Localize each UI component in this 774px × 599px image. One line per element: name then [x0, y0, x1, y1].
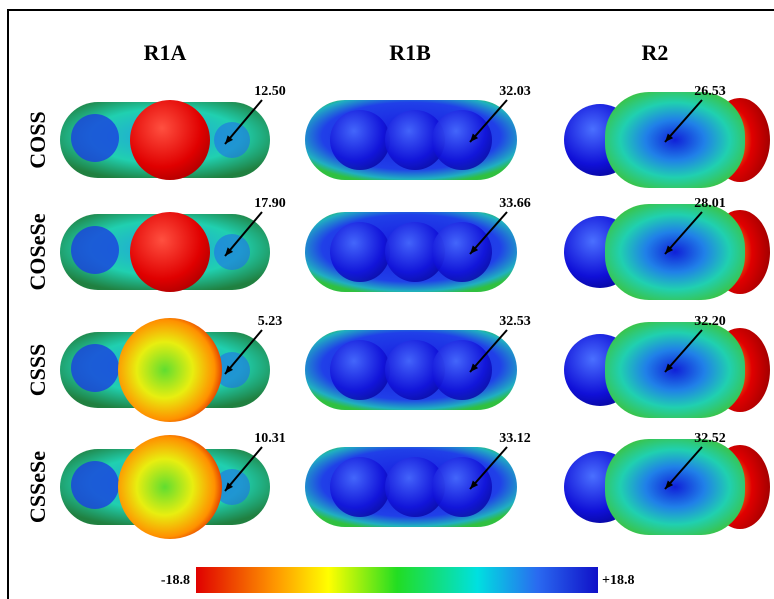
arrow-head: [665, 133, 674, 142]
atom: [330, 340, 390, 400]
surface: [605, 92, 745, 188]
arrow-head: [665, 363, 674, 372]
molecule: [305, 447, 517, 527]
surface: [605, 204, 745, 300]
arrow: [469, 446, 508, 490]
atom: [432, 340, 492, 400]
column-header: R2: [642, 40, 669, 65]
molecule: [60, 318, 270, 422]
value-label: 33.12: [499, 431, 531, 446]
value-label: 32.20: [694, 314, 726, 329]
atom: [432, 222, 492, 282]
molecule: [305, 330, 517, 410]
arrow: [664, 99, 703, 143]
frame: [7, 9, 774, 599]
molecule: [305, 100, 517, 180]
atom: [385, 110, 445, 170]
arrow: [224, 99, 263, 145]
surface: [71, 114, 119, 162]
arrow: [664, 211, 703, 255]
column-header: R1A: [144, 40, 187, 65]
value-label: 32.03: [499, 84, 531, 99]
atom: [385, 340, 445, 400]
surface: [71, 344, 119, 392]
arrow-head: [470, 133, 479, 142]
atom: [330, 110, 390, 170]
row-label: COSeSe: [25, 213, 50, 290]
value-label: 28.01: [694, 196, 726, 211]
atom: [118, 435, 222, 539]
surface: [71, 226, 119, 274]
row-label: CSSS: [25, 344, 50, 397]
arrow: [469, 329, 508, 373]
arrow-head: [225, 365, 234, 374]
arrow-head: [225, 482, 234, 491]
atom: [130, 100, 210, 180]
cells: [60, 92, 770, 539]
arrow: [664, 329, 703, 373]
arrow-head: [470, 245, 479, 254]
atom: [330, 457, 390, 517]
atom: [432, 110, 492, 170]
atom: [432, 457, 492, 517]
arrow-head: [665, 480, 674, 489]
value-label: 5.23: [258, 314, 283, 329]
molecule: [60, 100, 270, 180]
molecule: [60, 435, 270, 539]
molecule: [564, 204, 770, 300]
molecule: [564, 439, 770, 535]
value-label: 32.53: [499, 314, 531, 329]
value-label: 17.90: [254, 196, 286, 211]
arrow-head: [470, 480, 479, 489]
atom: [130, 212, 210, 292]
molecule: [564, 92, 770, 188]
atom: [330, 222, 390, 282]
molecule: [564, 322, 770, 418]
arrow: [224, 446, 263, 492]
column-header: R1B: [389, 40, 431, 65]
arrow-head: [225, 135, 234, 144]
colorbar: [196, 567, 598, 593]
value-label: 10.31: [254, 431, 286, 446]
arrow-head: [470, 363, 479, 372]
arrow: [469, 211, 508, 255]
molecule: [60, 212, 270, 292]
arrow: [664, 446, 703, 490]
arrow: [224, 329, 263, 375]
molecule: [305, 212, 517, 292]
arrow: [469, 99, 508, 143]
arrow: [224, 211, 263, 257]
colorbar-min: -18.8: [161, 573, 190, 588]
colorbar-max: +18.8: [602, 573, 634, 588]
value-label: 32.52: [694, 431, 726, 446]
value-label: 12.50: [254, 84, 286, 99]
row-label: COSS: [25, 111, 50, 168]
arrow-head: [225, 247, 234, 256]
surface: [605, 439, 745, 535]
surface: [605, 322, 745, 418]
surface: [71, 461, 119, 509]
value-label: 26.53: [694, 84, 726, 99]
value-label: 33.66: [499, 196, 531, 211]
arrow-head: [665, 245, 674, 254]
atom: [385, 457, 445, 517]
row-label: CSSeSe: [25, 451, 50, 523]
atom: [118, 318, 222, 422]
atom: [385, 222, 445, 282]
